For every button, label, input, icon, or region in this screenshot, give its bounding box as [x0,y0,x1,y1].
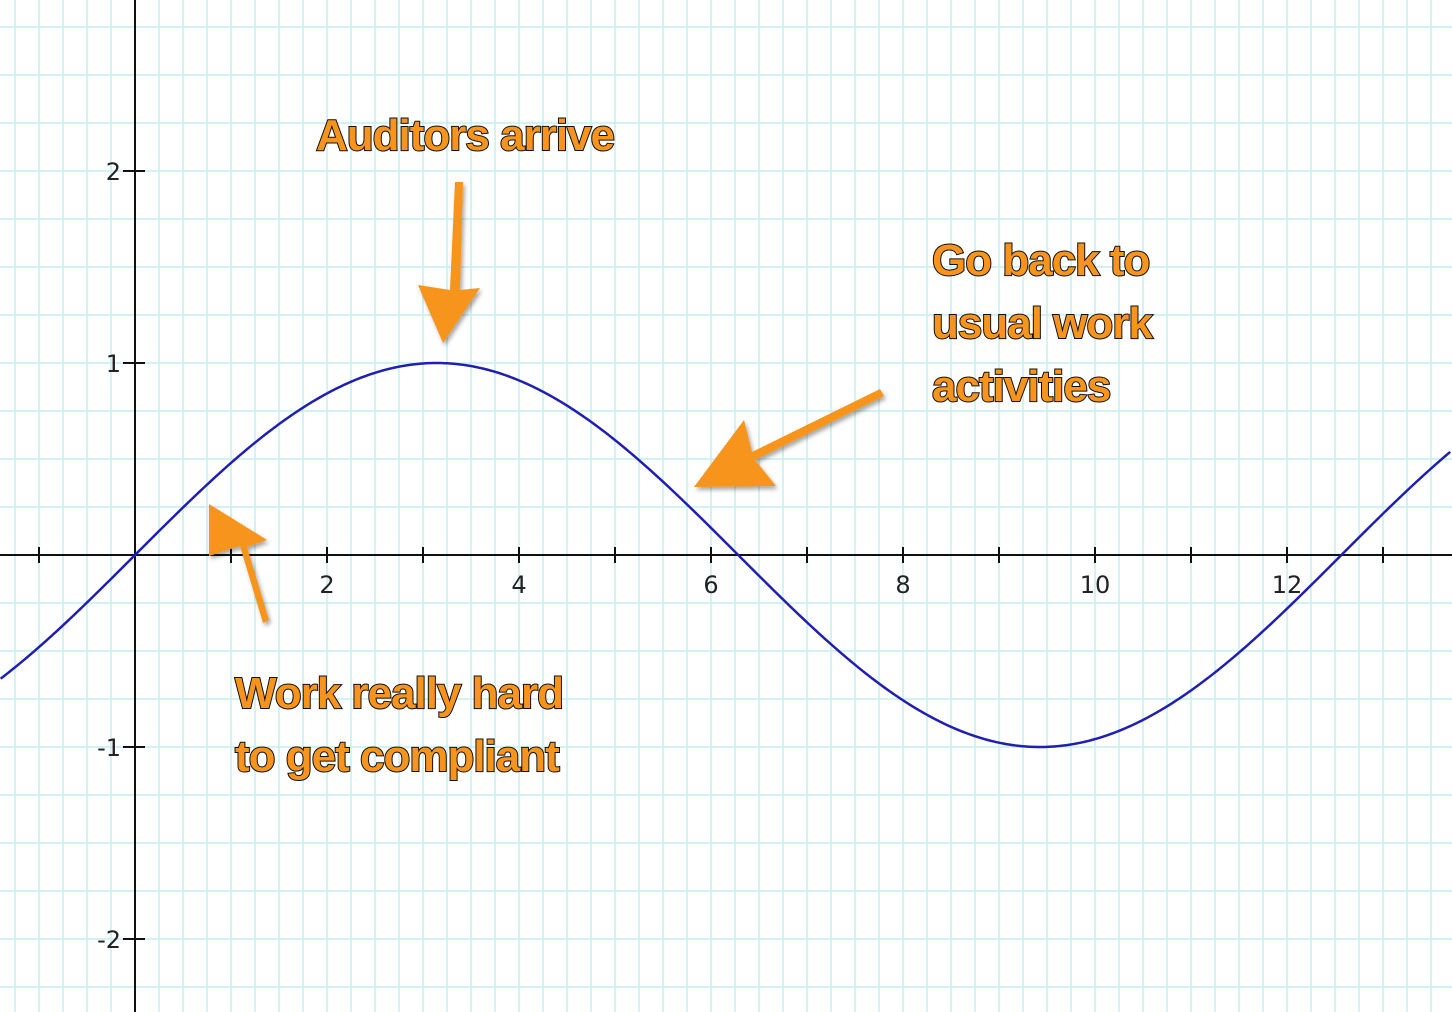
x-tick-label: 2 [319,571,334,599]
y-tick-label: -1 [97,734,121,762]
x-tick-label: 4 [511,571,526,599]
y-tick-label: 2 [106,158,121,186]
arrow-auditors [418,182,480,343]
x-tick-label: 6 [703,571,718,599]
arrows [209,182,884,623]
series-line [0,361,1452,749]
callout-goback: Go back to usual work activities [932,236,1163,411]
x-tick-label: 8 [895,571,910,599]
y-tick-label: -2 [97,926,121,954]
tick-labels: 2 4 6 8 10 12 2 1 -1 -2 [97,158,1302,954]
callout-auditors: Auditors arrive [316,111,614,160]
arrow-work [209,504,269,623]
series-layer [0,361,1452,749]
arrow-goback [694,389,884,487]
ticks [38,170,1384,940]
x-tick-label: 10 [1080,571,1111,599]
callout-work: Work really hard to get compliant [235,669,574,781]
y-tick-label: 1 [106,350,121,378]
x-tick-label: 12 [1272,571,1303,599]
